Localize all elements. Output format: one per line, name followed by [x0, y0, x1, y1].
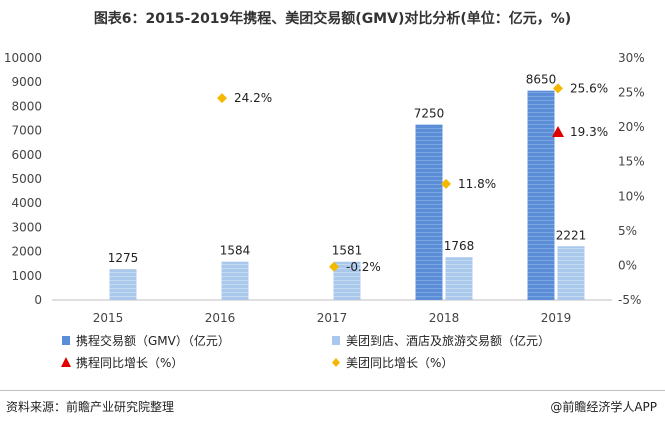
bar-value-label: 1768 [444, 239, 475, 253]
bars: 7250 8650 1275 1584 1581 1768 2221 [108, 73, 587, 300]
x-tick-label: 2015 [93, 311, 124, 325]
legend-label: 携程同比增长（%） [76, 355, 183, 370]
meituan-growth-marker [329, 261, 339, 272]
left-tick-label: 7000 [11, 124, 42, 138]
right-tick-label: 25% [618, 86, 645, 100]
legend-label: 携程交易额（GMV）（亿元） [76, 333, 230, 348]
meituan-gmv-bar [109, 269, 137, 300]
legend: 携程交易额（GMV）（亿元） 美团到店、酒店及旅游交易额（亿元） 携程同比增长（%）… [61, 333, 550, 370]
meituan-growth-marker [441, 178, 451, 189]
legend-label: 美团到店、酒店及旅游交易额（亿元） [346, 333, 550, 348]
legend-swatch [332, 336, 340, 345]
meituan-growth-marker [217, 93, 227, 104]
legend-label: 美团同比增长（%） [346, 356, 453, 370]
footer-divider [0, 390, 665, 391]
bar-value-label: 1581 [332, 244, 363, 258]
left-tick-label: 6000 [11, 148, 42, 162]
right-tick-label: 30% [618, 51, 645, 65]
growth-value-label: 19.3% [570, 125, 608, 139]
meituan-gmv-bar [445, 257, 473, 300]
meituan-growth-marker [553, 83, 563, 94]
ctrip-gmv-bar [415, 124, 443, 300]
left-tick-label: 8000 [11, 99, 42, 113]
legend-swatch [62, 336, 70, 345]
source-note: 资料来源：前瞻产业研究院整理 [6, 400, 175, 414]
left-tick-label: 0 [34, 293, 42, 307]
left-tick-label: 2000 [11, 245, 42, 259]
chart-title: 图表6：2015-2019年携程、美团交易额(GMV)对比分析(单位：亿元，%) [93, 11, 572, 27]
bar-value-label: 8650 [526, 73, 557, 87]
x-tick-label: 2016 [205, 311, 236, 325]
ctrip-growth-marker [552, 125, 564, 137]
right-tick-label: 5% [618, 224, 637, 238]
right-axis: -5% 0% 5% 10% 15% 20% 25% 30% [618, 51, 645, 307]
left-tick-label: 5000 [11, 172, 42, 186]
right-tick-label: 20% [618, 120, 645, 134]
ctrip-gmv-bar [527, 90, 555, 300]
bar-value-label: 1584 [220, 244, 251, 258]
left-axis: 0 1000 2000 3000 4000 5000 6000 7000 8000 9000 100… [4, 51, 42, 307]
left-tick-label: 10000 [4, 51, 42, 65]
chart: 0 1000 2000 3000 4000 5000 6000 7000 8000 9000 100… [4, 51, 645, 370]
x-axis: 2015 2016 2017 2018 2019 [93, 311, 572, 325]
x-tick-label: 2018 [429, 311, 460, 325]
meituan-gmv-bar [557, 246, 585, 300]
left-tick-label: 1000 [11, 269, 42, 283]
right-tick-label: 15% [618, 155, 645, 169]
right-tick-label: 10% [618, 189, 645, 203]
legend-swatch [61, 357, 71, 367]
left-tick-label: 4000 [11, 196, 42, 210]
growth-value-label: 11.8% [458, 177, 496, 191]
markers: 19.3% 24.2% -0.2% 11.8% 25.6% [217, 81, 608, 274]
bar-value-label: 1275 [108, 251, 139, 265]
left-tick-label: 3000 [11, 220, 42, 234]
meituan-gmv-bar [221, 261, 249, 300]
right-tick-label: 0% [618, 258, 637, 272]
legend-swatch [332, 358, 340, 367]
left-tick-label: 9000 [11, 75, 42, 89]
right-tick-label: -5% [618, 293, 641, 307]
bar-value-label: 7250 [414, 107, 445, 121]
bar-value-label: 2221 [556, 228, 587, 242]
growth-value-label: 25.6% [570, 81, 608, 95]
credit-note: @前瞻经济学人APP [550, 400, 657, 414]
growth-value-label: -0.2% [346, 260, 381, 274]
x-tick-label: 2017 [317, 311, 348, 325]
growth-value-label: 24.2% [234, 91, 272, 105]
meituan-gmv-bar [333, 261, 361, 300]
x-tick-label: 2019 [541, 311, 572, 325]
